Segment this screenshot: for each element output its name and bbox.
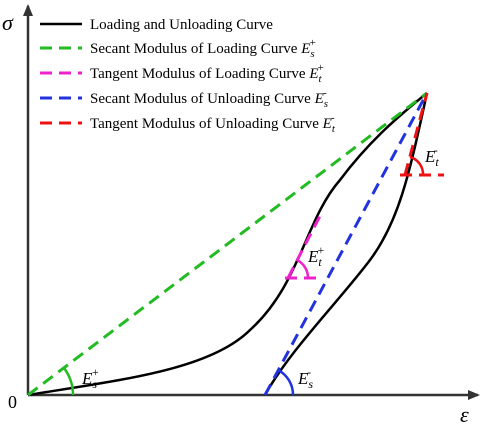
text-part: - — [323, 87, 327, 99]
legend-label: Tangent Modulus of Unloading Curve Et- — [90, 112, 336, 135]
legend: Loading and Unloading Curve Secant Modul… — [40, 17, 336, 135]
text-part: E — [81, 369, 93, 388]
text-part: t — [332, 123, 336, 135]
angle-arc — [409, 155, 425, 176]
text-part: t — [435, 155, 439, 169]
text-part: t — [318, 255, 322, 269]
secant-unloading — [263, 92, 429, 396]
annotation: Et+ — [307, 243, 325, 269]
text-part: - — [331, 112, 335, 124]
angle-arc — [296, 258, 310, 279]
x-axis-label: ε — [460, 402, 469, 426]
text-part: s — [308, 377, 313, 391]
text-part: E — [322, 116, 332, 132]
text-part: - — [434, 143, 438, 157]
text-part: s — [324, 98, 328, 110]
legend-label: Loading and Unloading Curve — [90, 17, 273, 33]
annotation: Es+ — [81, 365, 99, 391]
text-part: s — [92, 377, 97, 391]
legend-label: Secant Modulus of Unloading Curve Es- — [90, 87, 328, 110]
text-part: E — [308, 66, 318, 82]
text-part: E — [314, 91, 324, 107]
text-part: Secant Modulus of Unloading Curve — [90, 91, 311, 107]
text-part: + — [317, 243, 325, 257]
text-part: - — [307, 365, 311, 379]
text-part: E — [307, 247, 319, 266]
text-part: + — [318, 62, 324, 74]
secant-loading — [27, 91, 428, 397]
text-part: + — [310, 37, 316, 49]
text-part: E — [297, 369, 309, 388]
annotation: Et- — [424, 143, 439, 169]
legend-label: Secant Modulus of Loading Curve Es+ — [90, 37, 316, 60]
tangent-unloading — [403, 92, 429, 176]
text-part: E — [424, 147, 436, 166]
angle-arc — [277, 368, 295, 396]
legend-label: Tangent Modulus of Loading Curve Et+ — [90, 62, 324, 85]
angle-arc — [62, 367, 75, 396]
annotation: Es- — [297, 365, 313, 391]
origin-label: 0 — [8, 392, 17, 412]
text-part: Tangent Modulus of Unloading Curve — [90, 116, 319, 132]
y-axis-label: σ — [2, 10, 14, 35]
text-part: Tangent Modulus of Loading Curve — [90, 66, 306, 82]
tangent-loading — [286, 211, 324, 279]
text-part: E — [300, 41, 310, 57]
text-part: s — [310, 48, 314, 60]
text-part: t — [319, 73, 323, 85]
text-part: Secant Modulus of Loading Curve — [90, 41, 298, 57]
text-part: + — [91, 365, 99, 379]
